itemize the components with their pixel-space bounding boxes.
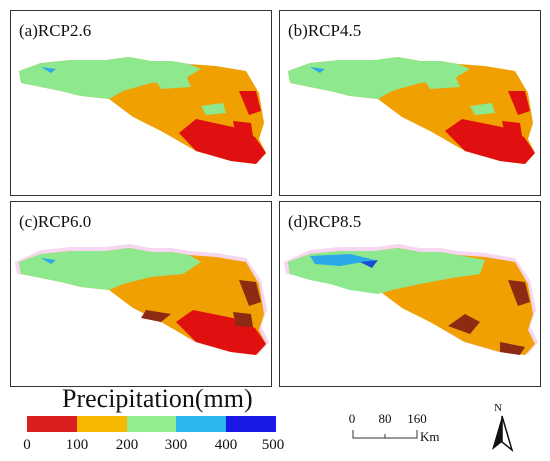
map-panel-rcp45: (b)RCP4.5 <box>279 10 541 196</box>
map-panel-rcp26: (a)RCP2.6 <box>10 10 272 196</box>
panel-title: (b)RCP4.5 <box>288 21 362 40</box>
legend-swatch-200-300 <box>126 416 177 432</box>
legend-tick-label: 0 <box>23 437 31 453</box>
legend-tick-label: 100 <box>65 437 89 453</box>
scale-label: 160 <box>407 411 427 426</box>
legend-title: Precipitation(mm) <box>62 384 253 413</box>
panel-title: (c)RCP6.0 <box>19 212 92 231</box>
precipitation-map <box>288 57 535 164</box>
legend-tick-label: 200 <box>115 437 139 453</box>
map-panel-rcp85: (d)RCP8.5 <box>279 201 541 387</box>
scale-unit: Km <box>420 429 440 444</box>
north-label: N <box>494 402 502 414</box>
legend-swatch-100-200 <box>76 416 127 432</box>
legend-tick-label: 400 <box>214 437 238 453</box>
north-arrow-icon <box>492 415 514 453</box>
scale-label: 80 <box>378 411 392 426</box>
scale-label: 0 <box>348 411 356 426</box>
panel-title: (a)RCP2.6 <box>19 21 92 40</box>
legend-swatch-0-100 <box>27 416 77 432</box>
precipitation-map <box>15 244 269 355</box>
precipitation-map <box>284 244 538 355</box>
map-panel-rcp60: (c)RCP6.0 <box>10 201 272 387</box>
legend-tick-label: 300 <box>164 437 188 453</box>
precipitation-map <box>19 57 266 164</box>
color-legend-bar <box>27 416 276 432</box>
legend-swatch-300-400 <box>176 416 227 432</box>
legend-swatch-400-500 <box>226 416 276 432</box>
scale-bar <box>352 430 418 439</box>
panel-title: (d)RCP8.5 <box>288 212 362 231</box>
legend-tick-label: 500 <box>261 437 285 453</box>
